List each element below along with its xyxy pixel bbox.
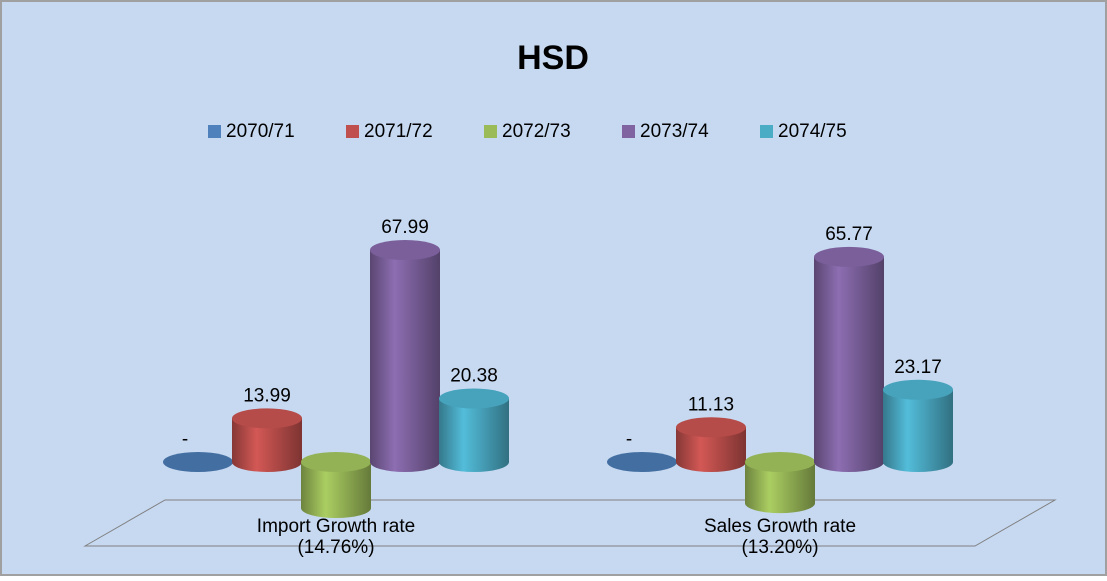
data-label: 23.17 — [894, 357, 942, 378]
legend-swatch — [346, 125, 359, 138]
bar — [607, 452, 677, 472]
bar-body — [370, 250, 440, 472]
bar-body — [301, 462, 371, 519]
legend-label: 2073/74 — [640, 121, 709, 142]
bar-body — [814, 256, 884, 472]
bar-top — [607, 452, 677, 472]
bar — [232, 408, 302, 472]
bar-top — [745, 452, 815, 472]
data-label: 13.99 — [243, 385, 291, 406]
bar — [676, 417, 746, 472]
floor — [83, 499, 1057, 547]
data-label: 20.38 — [450, 365, 498, 386]
data-label: 67.99 — [381, 217, 429, 238]
data-label: 11.13 — [688, 394, 734, 415]
bar — [439, 388, 509, 472]
bar-top — [883, 379, 953, 400]
bar-body — [232, 418, 302, 472]
legend-label: 2070/71 — [226, 121, 295, 142]
legend-label: 2071/72 — [364, 121, 433, 142]
bar-top — [814, 246, 884, 267]
bar-top — [232, 408, 302, 429]
legend-swatch — [208, 125, 221, 138]
bar-body — [676, 427, 746, 472]
bar-body — [883, 389, 953, 472]
legend-label: 2074/75 — [778, 121, 847, 142]
x-tick-label: Import Growth rate — [257, 516, 415, 537]
bar — [370, 240, 440, 472]
bar-top — [301, 452, 371, 472]
bar-top — [439, 388, 509, 409]
data-label: (14.76%) — [297, 537, 374, 558]
legend-swatch — [760, 125, 773, 138]
bar-top — [370, 240, 440, 260]
data-label: - — [182, 429, 188, 450]
bar — [745, 452, 815, 514]
bar-top — [163, 452, 233, 472]
bar-top — [676, 417, 746, 438]
bar — [814, 246, 884, 472]
legend-swatch — [622, 125, 635, 138]
x-tick-label: Sales Growth rate — [704, 516, 856, 537]
chart-title: HSD — [517, 39, 589, 77]
bar — [301, 452, 371, 519]
legend-label: 2072/73 — [502, 121, 571, 142]
bar-body — [439, 398, 509, 472]
legend-swatch — [484, 125, 497, 138]
bar — [883, 379, 953, 472]
data-label: 65.77 — [825, 224, 873, 245]
bar-body — [745, 462, 815, 514]
data-label: (13.20%) — [741, 537, 818, 558]
data-label: - — [626, 429, 632, 450]
bar — [163, 452, 233, 472]
